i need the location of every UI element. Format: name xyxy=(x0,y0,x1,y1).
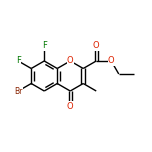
Text: F: F xyxy=(16,57,21,66)
Text: O: O xyxy=(67,102,74,111)
Text: O: O xyxy=(67,57,74,66)
Text: F: F xyxy=(42,41,47,50)
Text: Br: Br xyxy=(14,86,22,95)
Text: O: O xyxy=(93,41,100,50)
Text: O: O xyxy=(108,57,115,66)
